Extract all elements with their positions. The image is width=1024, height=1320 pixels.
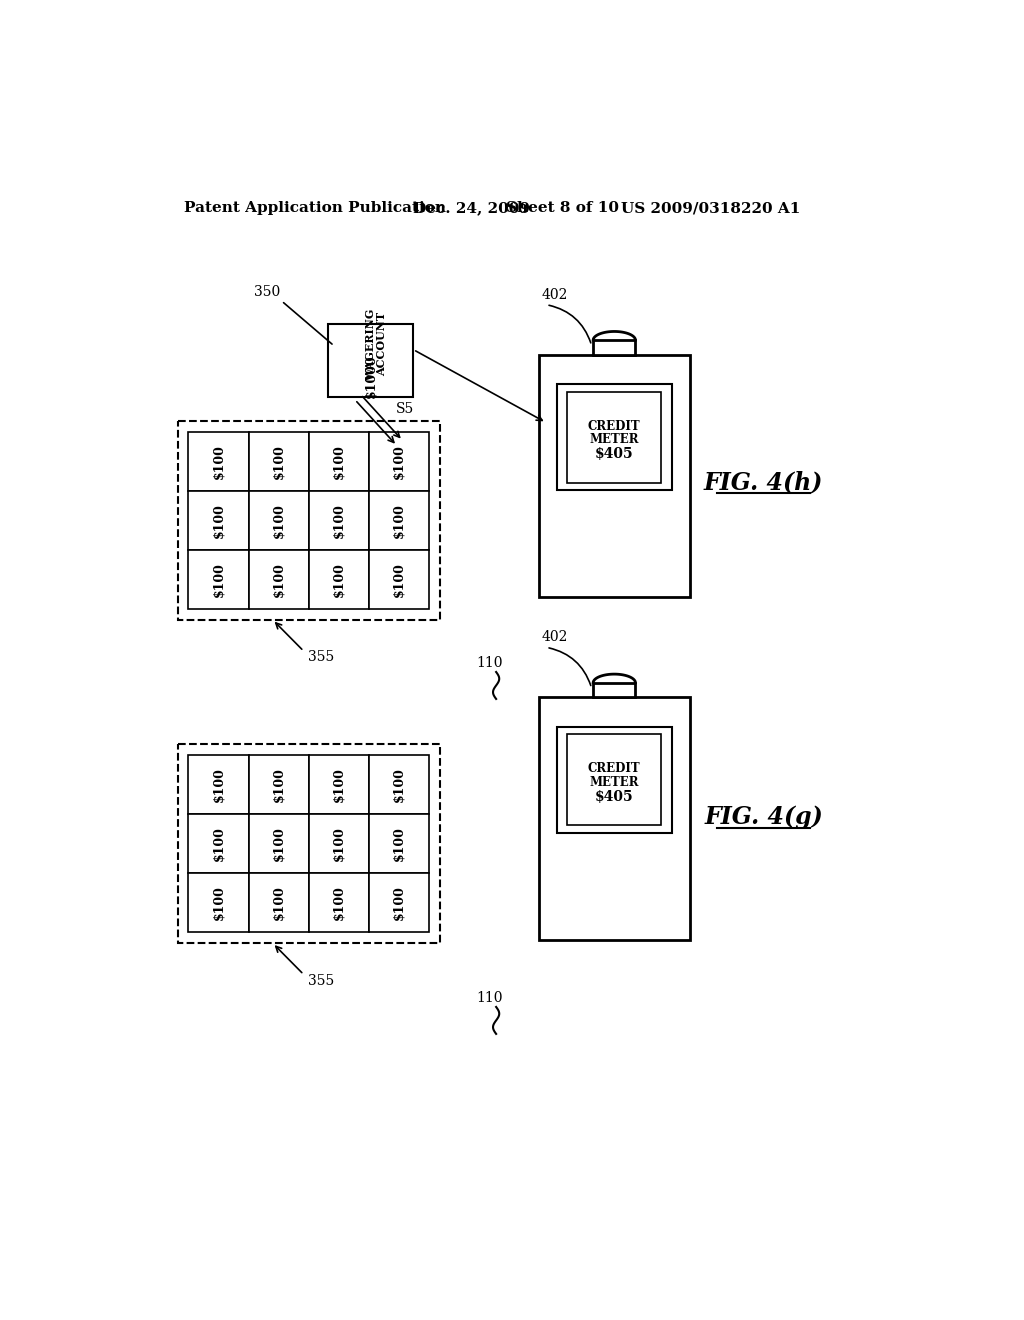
Bar xyxy=(188,814,249,874)
Bar xyxy=(593,341,636,355)
Text: $100: $100 xyxy=(392,886,406,920)
Bar xyxy=(249,432,308,491)
Bar xyxy=(249,814,308,874)
Bar xyxy=(369,550,429,609)
Bar xyxy=(308,550,369,609)
Text: $100: $100 xyxy=(212,826,225,861)
Text: $100: $100 xyxy=(332,444,345,479)
Bar xyxy=(369,874,429,932)
Text: $100: $100 xyxy=(332,767,345,803)
Bar xyxy=(369,814,429,874)
Text: ACCOUNT: ACCOUNT xyxy=(376,313,387,376)
Text: $100: $100 xyxy=(272,767,285,803)
Bar xyxy=(567,392,662,483)
Bar xyxy=(567,734,662,825)
Bar xyxy=(539,697,690,940)
Text: $100: $100 xyxy=(272,886,285,920)
Bar xyxy=(539,355,690,597)
Text: $100: $100 xyxy=(272,826,285,861)
Text: $100: $100 xyxy=(392,562,406,597)
Text: CREDIT: CREDIT xyxy=(588,763,641,775)
Bar xyxy=(188,874,249,932)
Text: $1000: $1000 xyxy=(365,355,377,399)
Bar xyxy=(188,550,249,609)
Text: 355: 355 xyxy=(307,974,334,987)
Text: 402: 402 xyxy=(542,288,568,302)
Text: WAGERING: WAGERING xyxy=(366,309,376,380)
Text: 110: 110 xyxy=(477,991,503,1005)
Bar xyxy=(188,491,249,550)
Text: $100: $100 xyxy=(392,767,406,803)
Text: $100: $100 xyxy=(272,562,285,597)
Text: $100: $100 xyxy=(392,826,406,861)
Text: $100: $100 xyxy=(332,562,345,597)
Bar xyxy=(557,727,672,833)
Bar xyxy=(308,874,369,932)
Bar xyxy=(177,421,439,619)
Text: 355: 355 xyxy=(307,651,334,664)
Text: $405: $405 xyxy=(595,447,634,461)
Bar xyxy=(308,755,369,814)
Text: $100: $100 xyxy=(332,503,345,537)
Bar xyxy=(593,682,636,697)
Text: 402: 402 xyxy=(542,631,568,644)
Bar xyxy=(177,744,439,942)
Bar xyxy=(249,874,308,932)
Bar xyxy=(308,432,369,491)
Text: $100: $100 xyxy=(332,886,345,920)
Text: FIG. 4(h): FIG. 4(h) xyxy=(703,470,823,494)
Text: S5: S5 xyxy=(396,401,414,416)
Text: CREDIT: CREDIT xyxy=(588,420,641,433)
Bar xyxy=(328,323,414,397)
Text: 110: 110 xyxy=(477,656,503,669)
Text: Sheet 8 of 10: Sheet 8 of 10 xyxy=(506,202,620,215)
Bar xyxy=(188,432,249,491)
Text: 350: 350 xyxy=(254,285,281,298)
Bar xyxy=(249,755,308,814)
Bar xyxy=(369,491,429,550)
Text: $100: $100 xyxy=(212,767,225,803)
Text: Patent Application Publication: Patent Application Publication xyxy=(183,202,445,215)
Bar xyxy=(249,491,308,550)
Text: $100: $100 xyxy=(332,826,345,861)
Text: $100: $100 xyxy=(272,503,285,537)
Text: Dec. 24, 2009: Dec. 24, 2009 xyxy=(414,202,530,215)
Text: $405: $405 xyxy=(595,789,634,804)
Bar xyxy=(188,755,249,814)
Bar xyxy=(308,491,369,550)
Text: METER: METER xyxy=(590,776,639,788)
Text: FIG. 4(g): FIG. 4(g) xyxy=(705,805,823,829)
Text: $100: $100 xyxy=(392,503,406,537)
Bar xyxy=(369,755,429,814)
Text: $100: $100 xyxy=(392,444,406,479)
Text: US 2009/0318220 A1: US 2009/0318220 A1 xyxy=(621,202,801,215)
Bar xyxy=(557,384,672,490)
Text: $100: $100 xyxy=(212,886,225,920)
Text: $100: $100 xyxy=(272,444,285,479)
Bar xyxy=(369,432,429,491)
Text: $100: $100 xyxy=(212,503,225,537)
Text: $100: $100 xyxy=(212,562,225,597)
Text: METER: METER xyxy=(590,433,639,446)
Text: $100: $100 xyxy=(212,444,225,479)
Bar xyxy=(249,550,308,609)
Bar xyxy=(308,814,369,874)
